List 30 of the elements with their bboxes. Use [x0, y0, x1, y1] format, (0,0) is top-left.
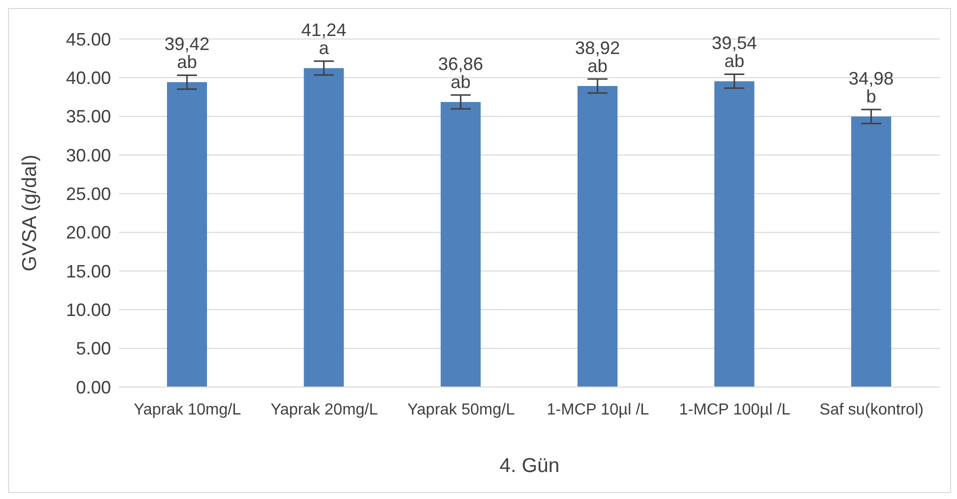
y-tick-label: 30.00 [66, 145, 111, 166]
y-tick-label: 40.00 [66, 68, 111, 88]
data-label: 36,86 ab [438, 54, 484, 92]
x-tick-label: Yaprak 20mg/L [270, 401, 378, 418]
y-tick-label: 25.00 [66, 184, 111, 204]
bar [167, 82, 207, 387]
x-tick-label: Yaprak 50mg/L [407, 401, 515, 418]
bar [714, 81, 754, 387]
y-tick-label: 15.00 [66, 261, 111, 282]
y-tick-label: 20.00 [66, 222, 111, 243]
y-tick-label: 10.00 [66, 300, 111, 320]
x-tick-label: 1-MCP 100µl /L [679, 401, 790, 418]
data-label: 41,24 a [301, 20, 346, 58]
y-tick-label: 0.00 [76, 377, 111, 398]
data-label: 34,98 b [848, 68, 894, 106]
bar [851, 116, 892, 387]
bar [578, 86, 618, 387]
y-tick-label: 45.00 [66, 29, 111, 50]
y-axis-title: GVSA (g/dal) [19, 154, 42, 272]
y-tick-label: 5.00 [76, 338, 111, 359]
x-tick-label: Yaprak 10mg/L [134, 401, 242, 418]
x-tick-label: 1-MCP 10µl /L [546, 401, 650, 418]
data-label: 39,54 ab [712, 33, 757, 72]
bar [440, 102, 481, 387]
y-tick-label: 35.00 [66, 106, 111, 127]
x-tick-label: Saf su(kontrol) [820, 401, 924, 418]
data-label: 39,42 ab [164, 34, 210, 72]
x-axis-title: 4. Gün [499, 455, 560, 477]
bar [304, 68, 344, 387]
data-label: 38,92 ab [574, 38, 620, 76]
